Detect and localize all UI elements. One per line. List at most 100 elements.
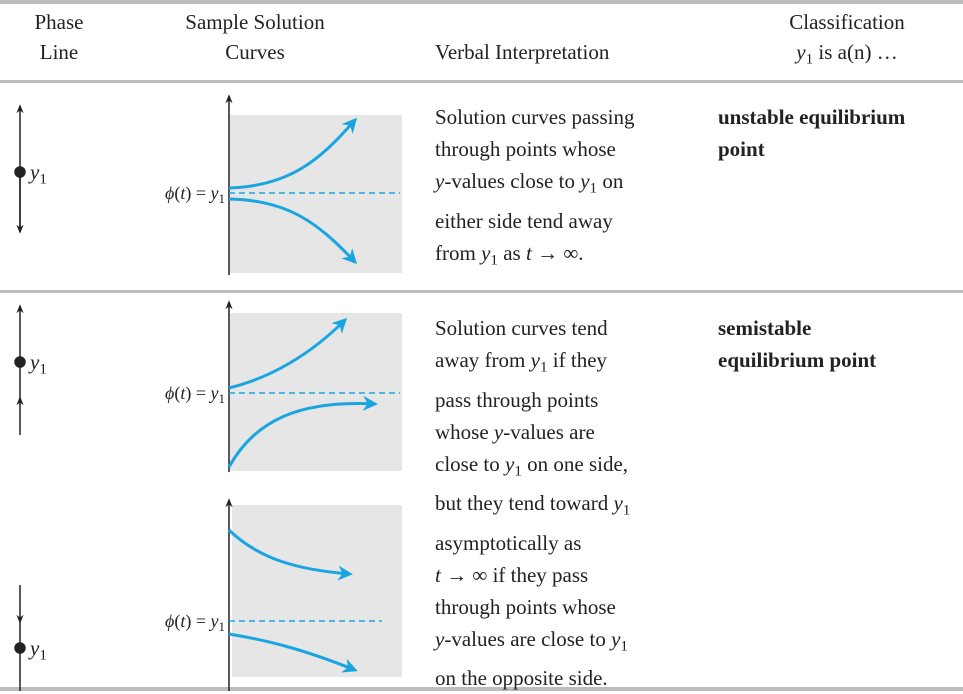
text: Verbal Interpretation — [435, 40, 610, 64]
shape — [14, 166, 26, 178]
text: through points whose — [435, 594, 616, 619]
phase-label: y1 — [30, 156, 47, 196]
text: y — [481, 240, 491, 265]
text: semistable — [718, 316, 812, 340]
text: 1 — [805, 51, 814, 68]
text: 1 — [589, 180, 598, 197]
text: close to — [435, 451, 505, 476]
shape — [14, 356, 26, 368]
shape — [14, 642, 26, 654]
text: ) = — [185, 383, 211, 403]
text: -values close to — [444, 169, 581, 193]
text: t — [525, 240, 532, 265]
shape — [0, 290, 963, 293]
text: on one side, — [521, 451, 629, 476]
text: y — [210, 383, 219, 403]
text: Solution curves tend — [435, 316, 608, 340]
solution-diagram — [225, 94, 402, 275]
solution-diagram — [225, 300, 402, 472]
text: y — [613, 491, 623, 516]
text: ( — [174, 611, 181, 631]
text: unstable equilibrium — [718, 105, 906, 129]
text: either side tend away — [435, 208, 613, 233]
text: -values are close to — [444, 626, 612, 651]
shape — [227, 395, 378, 468]
text: on — [597, 169, 624, 193]
shape — [228, 317, 348, 390]
text: → ∞ if they pass — [440, 562, 589, 587]
classification: unstable equilibrium point — [718, 101, 905, 165]
text: 1 — [514, 463, 522, 480]
text: 1 — [620, 638, 628, 655]
text: 1 — [218, 390, 225, 406]
text: t — [180, 611, 186, 631]
shape — [228, 117, 357, 190]
text: 1 — [490, 252, 498, 269]
text: pass through points — [435, 387, 599, 412]
phase-label: y1 — [30, 632, 47, 672]
text: Solution curves passing — [435, 105, 635, 129]
text: y — [796, 40, 806, 64]
text: ϕ — [165, 611, 175, 631]
text: 1 — [218, 618, 225, 634]
text: as — [497, 240, 526, 265]
text: -values are — [503, 419, 595, 444]
text: y — [504, 451, 515, 476]
text: on the opposite side. — [435, 666, 608, 691]
curve-label: ϕ(t) = y1 — [165, 381, 225, 411]
text: 1 — [39, 647, 47, 664]
text: y — [580, 169, 590, 193]
phase-label: y1 — [30, 346, 47, 386]
interpretation: Solution curves tend away from y1 if the… — [435, 312, 630, 694]
text: is a(n) … — [813, 40, 898, 64]
shape — [228, 632, 358, 673]
shape — [227, 528, 353, 581]
text: equilibrium point — [718, 348, 877, 372]
text: whose — [435, 419, 494, 444]
text: y — [493, 419, 504, 444]
text: y — [210, 183, 219, 203]
text: Sample Solution — [185, 10, 325, 34]
phase-line — [14, 304, 26, 435]
text: ( — [174, 183, 181, 203]
curve-label: ϕ(t) = y1 — [165, 181, 225, 211]
shape — [0, 0, 963, 4]
text: ) = — [185, 183, 211, 203]
text: t — [180, 183, 186, 203]
phase-line — [14, 104, 26, 234]
text: y — [530, 348, 540, 372]
text: y — [30, 160, 40, 184]
text: if they — [547, 348, 608, 372]
text: ϕ — [165, 183, 175, 203]
text: 1 — [39, 171, 47, 188]
text: 1 — [539, 359, 548, 376]
shape — [230, 115, 402, 273]
text: asymptotically as — [435, 530, 582, 555]
shape — [230, 313, 402, 471]
text: t — [180, 383, 186, 403]
text: ( — [174, 383, 181, 403]
shape — [232, 505, 402, 677]
interpretation: Solution curves passing through points w… — [435, 101, 635, 276]
text: y — [611, 626, 621, 651]
text: y — [30, 350, 40, 374]
shape — [228, 197, 358, 265]
classification: semistable equilibrium point — [718, 312, 876, 376]
text: through points whose — [435, 137, 616, 161]
text: Classification — [789, 10, 905, 34]
text: y — [30, 636, 40, 660]
phase-line — [14, 585, 26, 691]
text: Phase — [34, 10, 84, 34]
text: 1 — [39, 361, 47, 378]
text: Line — [39, 40, 79, 64]
solution-diagram — [225, 498, 402, 691]
text: t — [435, 562, 441, 587]
shape — [0, 80, 963, 83]
text: → ∞. — [531, 240, 584, 265]
text: ) = — [185, 611, 211, 631]
header-classification-line: y1 is a(n) … — [796, 36, 897, 76]
text: y — [210, 611, 219, 631]
